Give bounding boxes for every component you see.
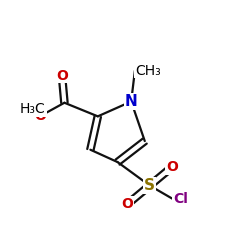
Text: Cl: Cl	[173, 192, 188, 206]
Text: O: O	[34, 109, 46, 123]
Text: CH₃: CH₃	[135, 64, 161, 78]
Text: S: S	[144, 178, 155, 193]
Text: O: O	[166, 160, 178, 174]
Text: N: N	[125, 94, 138, 109]
Text: H₃C: H₃C	[20, 102, 46, 116]
Text: O: O	[122, 197, 134, 211]
Text: O: O	[56, 68, 68, 82]
